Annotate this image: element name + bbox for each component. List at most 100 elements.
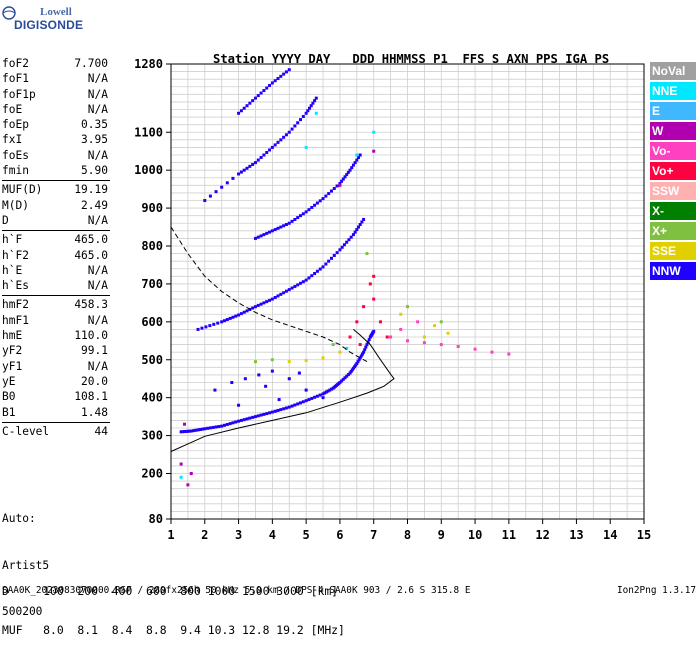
echo-point [237,313,241,317]
x-tick-label: 12 [535,528,549,542]
echo-point [304,359,308,363]
param-value: 5.90 [81,164,108,178]
echo-point [422,335,426,339]
echo-point [262,301,266,305]
legend-item-noval: NoVal [650,62,696,80]
echo-point [273,296,277,300]
param-row: foEs N/A [2,149,108,164]
echo-point [293,403,297,407]
x-tick-label: 11 [502,528,516,542]
echo-point [282,224,286,228]
echo-point [279,292,283,296]
echo-point [248,164,252,168]
param-value: N/A [87,359,108,373]
echo-point [372,274,376,278]
echo-point [297,371,301,375]
echo-point [273,228,277,232]
echo-point [203,199,207,202]
param-value: 19.19 [74,183,108,197]
echo-point [346,170,350,174]
echo-point [181,430,185,434]
echo-point [188,429,192,433]
echo-point [490,350,494,354]
echo-point [239,170,243,174]
echo-point [367,338,371,342]
echo-point [345,240,349,244]
echo-point [253,360,257,364]
echo-point [186,483,190,487]
echo-point [372,149,376,153]
echo-point [329,189,333,193]
param-value: 2.49 [81,198,108,212]
echo-point [287,288,291,292]
param-label: MUF(D) [2,183,43,197]
logo-line2: DIGISONDE [14,18,84,32]
param-value: N/A [87,102,108,116]
echo-point [310,396,314,400]
echo-point [355,158,359,162]
echo-point [196,327,200,331]
echo-point [369,334,373,338]
param-row: h`E N/A [2,264,108,279]
echo-point [304,145,308,149]
echo-point [362,217,366,221]
echo-point [372,297,376,301]
x-tick-label: 2 [201,528,208,542]
param-value: N/A [87,263,108,277]
echo-point [239,312,243,316]
echo-point [225,318,229,322]
param-value: N/A [87,313,108,327]
param-value: N/A [87,279,108,293]
echo-point [358,153,362,157]
echo-point [287,377,291,381]
echo-point [321,392,325,396]
echo-point [253,161,257,165]
echo-point [299,281,303,285]
echo-point [282,407,286,411]
echo-point [358,356,362,360]
echo-point [225,181,229,185]
echo-point [276,408,280,412]
param-row: yF2 99.1 [2,344,108,359]
echo-point [239,418,243,422]
echo-point [270,297,274,301]
param-value: N/A [87,213,108,227]
echo-point [353,230,357,234]
echo-point [315,269,319,273]
echo-point [287,360,291,364]
echo-point [259,234,263,238]
echo-point [318,393,322,397]
echo-point [301,280,305,284]
echo-point [189,429,193,433]
echo-point [282,135,286,139]
echo-point [346,373,350,377]
echo-point [315,394,319,398]
param-label: hmE [2,329,23,343]
param-label: D [2,213,9,227]
header-line1: Station YYYY DAY DDD HHMMSS P1 FFS S AXN… [213,52,610,66]
param-value: 108.1 [74,390,108,404]
echo-point [248,416,252,420]
echo-point [343,376,347,380]
x-tick-label: 13 [569,528,583,542]
echo-point [318,199,322,203]
echo-point [331,343,335,347]
echo-point [262,233,266,237]
param-row: h`Es N/A [2,279,108,294]
echo-point [242,168,246,172]
electron-density-profile [170,329,395,452]
echo-point [321,396,325,400]
param-row: C-level 44 [2,425,108,440]
echo-point [341,177,345,181]
echo-point [338,181,342,185]
param-row: foF2 7.700 [2,57,108,72]
echo-point [196,428,200,432]
param-value: 7.700 [74,57,108,70]
echo-point [347,238,351,242]
param-value: 20.0 [81,374,108,388]
echo-point [368,335,372,339]
echo-point [268,411,272,415]
echo-point [313,271,317,275]
echo-point [179,475,183,479]
echo-point [368,282,372,286]
